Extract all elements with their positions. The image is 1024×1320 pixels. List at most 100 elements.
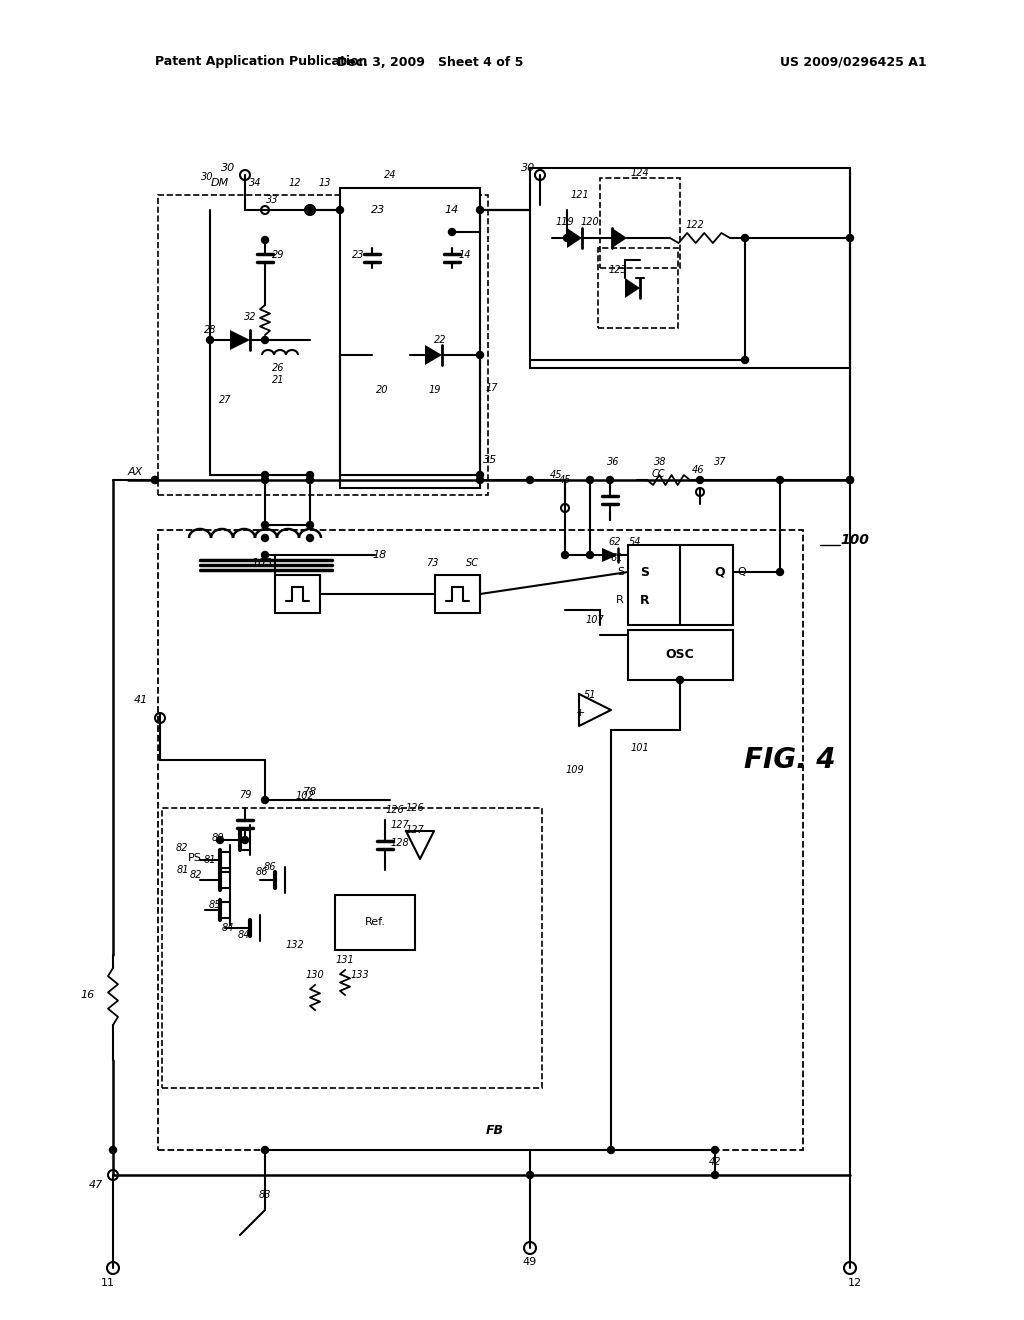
Circle shape [741, 356, 749, 363]
Text: 103: 103 [251, 558, 272, 568]
Circle shape [261, 521, 268, 528]
Circle shape [261, 552, 268, 558]
Circle shape [261, 796, 268, 804]
Circle shape [712, 1172, 719, 1179]
Text: 120: 120 [581, 216, 599, 227]
Text: 30: 30 [201, 172, 213, 182]
Text: 109: 109 [565, 766, 585, 775]
Text: 23: 23 [371, 205, 385, 215]
Circle shape [306, 535, 313, 541]
Text: 20: 20 [376, 385, 388, 395]
Circle shape [152, 477, 159, 483]
Text: Dec. 3, 2009   Sheet 4 of 5: Dec. 3, 2009 Sheet 4 of 5 [337, 55, 523, 69]
Text: 49: 49 [523, 1257, 538, 1267]
Circle shape [712, 1147, 719, 1154]
Circle shape [696, 477, 703, 483]
Text: 122: 122 [686, 220, 705, 230]
Circle shape [306, 206, 313, 214]
Text: 51: 51 [584, 690, 596, 700]
Text: Ref.: Ref. [365, 917, 385, 927]
Circle shape [587, 552, 594, 558]
Circle shape [847, 235, 853, 242]
Text: 47: 47 [89, 1180, 103, 1191]
Text: 54: 54 [629, 537, 641, 546]
Circle shape [776, 477, 783, 483]
Text: 101: 101 [631, 743, 649, 752]
Text: +: + [575, 708, 585, 718]
Text: 119: 119 [556, 216, 574, 227]
Circle shape [561, 552, 568, 558]
Polygon shape [602, 548, 618, 562]
Text: 83: 83 [259, 1191, 271, 1200]
Text: 16: 16 [81, 990, 95, 1001]
Circle shape [261, 535, 268, 541]
Text: CC: CC [651, 469, 665, 479]
Text: 32: 32 [244, 312, 256, 322]
Circle shape [261, 477, 268, 483]
Text: 128: 128 [390, 838, 410, 847]
Text: 23: 23 [352, 249, 365, 260]
Circle shape [741, 235, 749, 242]
Circle shape [607, 1147, 614, 1154]
Text: 46: 46 [692, 465, 705, 475]
Text: 84: 84 [238, 931, 250, 940]
Circle shape [476, 471, 483, 479]
Text: 38: 38 [653, 457, 667, 467]
Text: 82: 82 [176, 843, 188, 853]
Text: 11: 11 [101, 1278, 115, 1288]
Bar [628, 545, 733, 624]
Text: 73: 73 [426, 558, 438, 568]
Text: 78: 78 [303, 787, 317, 797]
Text: US 2009/0296425 A1: US 2009/0296425 A1 [780, 55, 927, 69]
Circle shape [216, 837, 223, 843]
Text: R: R [616, 595, 624, 605]
Circle shape [587, 477, 594, 483]
Text: 80: 80 [212, 833, 224, 843]
Bar [628, 630, 733, 680]
Bar [162, 808, 542, 1088]
Circle shape [476, 477, 483, 483]
Text: 61: 61 [610, 553, 624, 564]
Circle shape [677, 676, 683, 684]
Bar [340, 187, 480, 488]
Text: 30: 30 [521, 162, 536, 173]
Text: 126: 126 [406, 803, 424, 813]
Text: 124: 124 [631, 168, 649, 178]
Circle shape [110, 1147, 117, 1154]
Text: 13: 13 [318, 178, 331, 187]
Circle shape [526, 477, 534, 483]
Text: 84: 84 [222, 923, 234, 933]
Bar [158, 531, 803, 1150]
Circle shape [606, 477, 613, 483]
Circle shape [847, 477, 853, 483]
Circle shape [306, 471, 313, 479]
Circle shape [261, 471, 268, 479]
Circle shape [337, 206, 343, 214]
Polygon shape [230, 330, 250, 350]
Text: 107: 107 [586, 615, 604, 624]
Polygon shape [567, 228, 582, 248]
Text: 27: 27 [219, 395, 231, 405]
Text: 62: 62 [608, 537, 622, 546]
Circle shape [449, 228, 456, 235]
Text: 131: 131 [336, 954, 354, 965]
Polygon shape [625, 279, 640, 298]
Circle shape [526, 1172, 534, 1179]
Bar [275, 576, 319, 612]
Text: S: S [616, 568, 624, 577]
Bar [158, 195, 488, 495]
Circle shape [152, 477, 159, 483]
Text: Q: Q [737, 568, 745, 577]
Text: 26: 26 [271, 363, 285, 374]
Text: 21: 21 [271, 375, 285, 385]
Text: FIG. 4: FIG. 4 [744, 746, 836, 774]
Circle shape [476, 206, 483, 214]
Text: 14: 14 [459, 249, 471, 260]
Text: DM: DM [211, 178, 229, 187]
Circle shape [563, 235, 570, 242]
Text: 14: 14 [444, 205, 459, 215]
Text: OSC: OSC [666, 648, 694, 661]
Text: 37: 37 [714, 457, 726, 467]
Text: 42: 42 [709, 1158, 721, 1167]
Circle shape [242, 837, 249, 843]
